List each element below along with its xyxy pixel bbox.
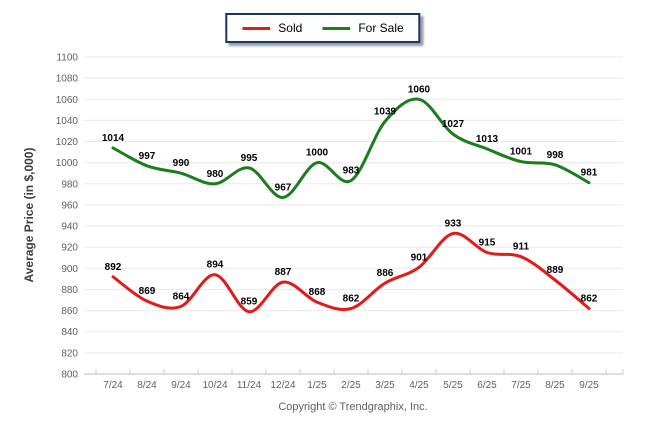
y-tick-label: 1000 [56, 158, 79, 169]
data-label-for-sale: 967 [275, 183, 292, 194]
data-label-for-sale: 1013 [476, 134, 499, 145]
x-tick-label: 8/24 [137, 380, 157, 391]
x-tick-label: 12/24 [270, 380, 295, 391]
x-tick-label: 5/25 [443, 380, 463, 391]
legend-label-for-sale: For Sale [358, 21, 404, 35]
for-sale-line-swatch-icon [322, 26, 351, 30]
data-label-sold: 901 [411, 252, 428, 263]
y-tick-label: 1080 [56, 74, 79, 85]
data-label-sold: 869 [139, 286, 156, 297]
y-tick-label: 800 [61, 370, 78, 381]
y-tick-label: 1040 [56, 116, 79, 127]
data-label-sold: 889 [547, 265, 564, 276]
data-label-sold: 862 [343, 293, 360, 304]
y-tick-label: 860 [61, 306, 78, 317]
x-tick-label: 10/24 [202, 380, 227, 391]
y-tick-label: 880 [61, 285, 78, 296]
series-line-for-sale [111, 97, 591, 199]
x-tick-label: 9/24 [171, 380, 191, 391]
x-tick-label: 7/25 [511, 380, 531, 391]
data-label-for-sale: 983 [343, 166, 360, 177]
data-label-sold: 933 [445, 218, 462, 229]
data-label-sold: 892 [105, 262, 122, 273]
x-tick-label: 3/25 [375, 380, 395, 391]
y-tick-label: 920 [61, 243, 78, 254]
data-label-sold: 915 [479, 237, 496, 248]
x-tick-label: 7/24 [103, 380, 123, 391]
data-label-for-sale: 1039 [374, 106, 397, 117]
data-label-for-sale: 1000 [306, 148, 329, 159]
x-tick-label: 9/25 [579, 380, 599, 391]
data-label-for-sale: 1060 [408, 84, 431, 95]
data-label-for-sale: 998 [547, 150, 564, 161]
data-label-sold: 859 [241, 297, 258, 308]
data-label-sold: 911 [513, 242, 530, 253]
data-label-for-sale: 981 [581, 168, 598, 179]
data-label-sold: 887 [275, 267, 292, 278]
copyright-text: Copyright © Trendgraphix, Inc. [278, 401, 428, 413]
legend-label-sold: Sold [278, 21, 303, 35]
legend-item-sold: Sold [242, 21, 302, 35]
legend: Sold For Sale [225, 13, 421, 43]
x-tick-label: 1/25 [307, 380, 327, 391]
y-tick-label: 820 [61, 348, 78, 359]
x-tick-label: 11/24 [237, 380, 262, 391]
x-tick-label: 8/25 [545, 380, 565, 391]
data-label-sold: 886 [377, 268, 394, 279]
data-label-for-sale: 997 [139, 151, 156, 162]
legend-item-for-sale: For Sale [322, 21, 404, 35]
y-tick-label: 1020 [56, 137, 79, 148]
data-label-sold: 894 [207, 260, 224, 271]
series-line-sold [111, 231, 591, 314]
y-tick-label: 1100 [56, 53, 78, 64]
x-tick-label: 4/25 [409, 380, 429, 391]
data-label-for-sale: 1014 [102, 133, 125, 144]
y-tick-label: 900 [61, 264, 78, 275]
data-label-for-sale: 990 [173, 158, 190, 169]
data-label-for-sale: 980 [207, 169, 224, 180]
sold-line-swatch-icon [242, 26, 271, 30]
data-label-for-sale: 1027 [442, 119, 465, 130]
x-tick-label: 2/25 [341, 380, 361, 391]
chart-canvas: 800 820 840 860 880 900 920 940 960 980 1000 1020 10… [56, 53, 624, 391]
y-tick-label: 1060 [56, 95, 79, 106]
y-tick-label: 840 [61, 327, 78, 338]
y-tick-label: 960 [61, 200, 78, 211]
data-label-sold: 868 [309, 287, 326, 298]
data-label-for-sale: 1001 [510, 147, 533, 158]
y-tick-label: 980 [61, 179, 78, 190]
data-label-sold: 864 [173, 291, 190, 302]
data-label-sold: 862 [581, 293, 598, 304]
data-label-for-sale: 995 [241, 153, 258, 164]
y-tick-label: 940 [61, 222, 78, 233]
x-tick-label: 6/25 [477, 380, 497, 391]
